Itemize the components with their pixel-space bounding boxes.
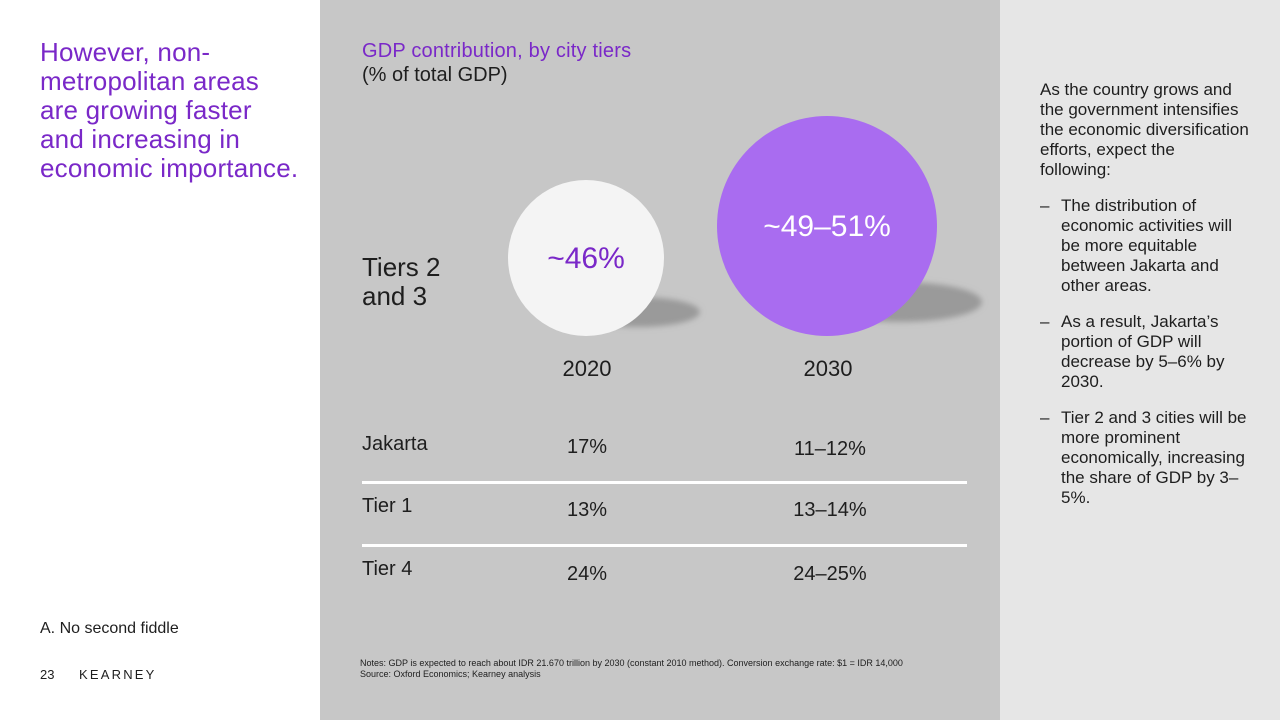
table-cell: 11–12% — [794, 438, 866, 460]
bubble-2030 — [717, 116, 937, 336]
table-cell: 24% — [566, 563, 608, 585]
chart-subtitle: (% of total GDP) — [362, 64, 508, 86]
chart-panel — [320, 0, 1000, 720]
page-headline: However, non-metropolitan areas are grow… — [40, 37, 299, 183]
table-row-label: Jakarta — [362, 433, 428, 455]
chart-notes: Notes: GDP is expected to reach about ID… — [360, 658, 980, 680]
sidebar-intro: As the country grows and the government … — [1040, 80, 1249, 179]
dash-bullet: – — [1040, 408, 1050, 427]
bubble-label-2030: ~49–51% — [763, 210, 891, 243]
table-cell: 13% — [566, 499, 608, 521]
bullet-text: Tier 2 and 3 cities will be more promine… — [1061, 408, 1247, 507]
table-row-label: Tier 4 — [362, 558, 413, 580]
table-row-label: Tier 1 — [362, 495, 413, 517]
dash-bullet: – — [1040, 312, 1050, 331]
bubble-chart: ~46% ~49–51% — [508, 116, 982, 336]
source-line: Source: Oxford Economics; Kearney analys… — [360, 669, 541, 679]
commentary-panel — [1000, 0, 1280, 720]
table-cell: 24–25% — [793, 563, 867, 585]
section-label: A. No second fiddle — [40, 620, 179, 637]
bubble-2020 — [508, 180, 664, 336]
table-cell: 17% — [566, 436, 608, 458]
year-label-2020: 2020 — [562, 356, 612, 381]
page-number: 23 — [40, 667, 55, 682]
bubble-row-label: Tiers 2 and 3 — [362, 252, 441, 311]
table-cell: 13–14% — [793, 499, 867, 521]
notes-line: Notes: GDP is expected to reach about ID… — [360, 658, 903, 668]
table-divider — [362, 481, 967, 484]
year-label-2030: 2030 — [803, 356, 853, 381]
dash-bullet: – — [1040, 196, 1050, 215]
bullet-text: The distribution of economic activities … — [1061, 196, 1232, 295]
kearney-logo: KEARNEY — [79, 667, 157, 682]
bullet-text: As a result, Jakarta’s portion of GDP wi… — [1061, 312, 1225, 391]
list-item: – Tier 2 and 3 cities will be more promi… — [1040, 408, 1250, 508]
left-panel — [0, 0, 320, 720]
list-item: – As a result, Jakarta’s portion of GDP … — [1040, 312, 1250, 392]
bubble-label-2020: ~46% — [547, 242, 625, 275]
list-item: – The distribution of economic activitie… — [1040, 196, 1250, 296]
table-divider — [362, 544, 967, 547]
chart-title: GDP contribution, by city tiers — [362, 40, 632, 62]
sidebar-bullet-list: – The distribution of economic activitie… — [1040, 196, 1250, 524]
